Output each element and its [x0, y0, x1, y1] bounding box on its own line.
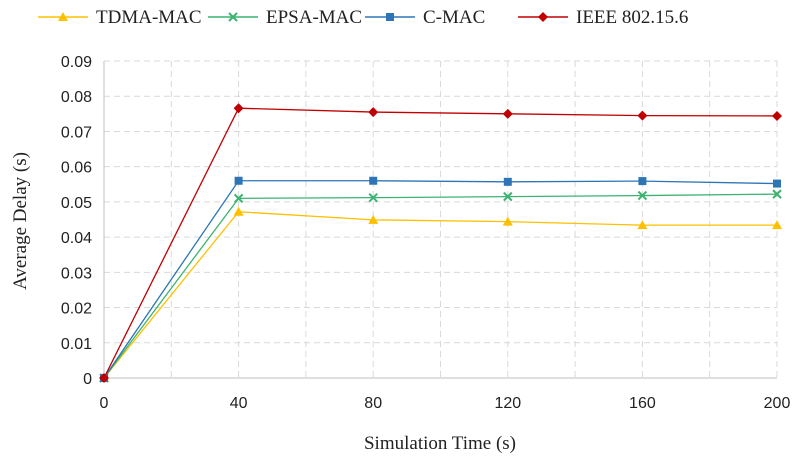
y-tick-label: 0.04 — [61, 230, 92, 247]
data-point — [503, 191, 513, 202]
data-point — [502, 216, 513, 226]
series-ieee-802-15-6 — [99, 103, 782, 383]
data-point — [368, 214, 379, 224]
legend-marker — [538, 12, 548, 22]
data-point — [503, 177, 512, 186]
y-tick-label: 0.01 — [61, 336, 92, 353]
data-point — [233, 193, 244, 204]
legend-label: IEEE 802.15.6 — [576, 7, 688, 28]
data-point — [369, 176, 378, 185]
x-tick-label: 160 — [629, 395, 656, 412]
series-line — [103, 193, 778, 379]
data-point — [233, 103, 244, 114]
data-point — [773, 179, 781, 188]
x-tick-label: 0 — [100, 395, 109, 412]
data-point — [368, 192, 378, 203]
y-axis-title: Average Delay (s) — [10, 152, 31, 290]
legend-entry: C-MAC — [365, 7, 485, 28]
data-point — [233, 206, 244, 216]
legend-label: C-MAC — [423, 7, 485, 28]
y-tick-label: 0.02 — [61, 301, 92, 318]
data-point — [502, 108, 513, 119]
y-tick-label: 0.03 — [61, 265, 92, 282]
data-point — [234, 176, 243, 185]
legend-entry: TDMA-MAC — [38, 7, 202, 28]
x-tick-label: 40 — [230, 395, 248, 412]
legend-marker — [386, 13, 394, 21]
series-line — [103, 211, 777, 379]
y-tick-label: 0.07 — [61, 124, 92, 141]
x-tick-label: 120 — [494, 395, 521, 412]
legend-label: TDMA-MAC — [96, 7, 202, 28]
x-axis-title: Simulation Time (s) — [364, 433, 516, 454]
y-tick-label: 0 — [83, 371, 92, 388]
x-tick-label: 80 — [364, 395, 382, 412]
data-point — [99, 373, 109, 383]
y-tick-label: 0.09 — [61, 54, 92, 71]
data-point — [637, 220, 648, 230]
data-point — [637, 190, 648, 201]
data-point — [368, 107, 379, 118]
y-tick-label: 0.08 — [61, 89, 92, 106]
grid — [104, 60, 778, 378]
data-point — [772, 220, 782, 230]
series-layer — [99, 103, 782, 383]
series-line — [103, 107, 778, 379]
x-tick-label: 200 — [764, 395, 791, 412]
data-point — [638, 177, 647, 186]
legend-marker — [58, 12, 68, 21]
series-line — [103, 180, 778, 379]
data-point — [637, 110, 648, 121]
data-point — [772, 110, 782, 121]
tick-labels: 0 0.01 0.02 0.03 0.04 0.05 0.06 0.07 0.08 0.09 0 40… — [61, 54, 791, 412]
y-tick-label: 0.06 — [61, 160, 92, 177]
legend-label: EPSA-MAC — [266, 7, 362, 28]
legend-entry: EPSA-MAC — [208, 7, 362, 28]
data-point — [772, 189, 782, 199]
legend-marker — [228, 12, 238, 22]
y-tick-label: 0.05 — [61, 195, 92, 212]
axes — [103, 61, 777, 379]
legend-entry: IEEE 802.15.6 — [518, 7, 688, 28]
legend: TDMA-MAC EPSA-MAC C-MAC IEEE 802.15.6 — [38, 7, 688, 28]
